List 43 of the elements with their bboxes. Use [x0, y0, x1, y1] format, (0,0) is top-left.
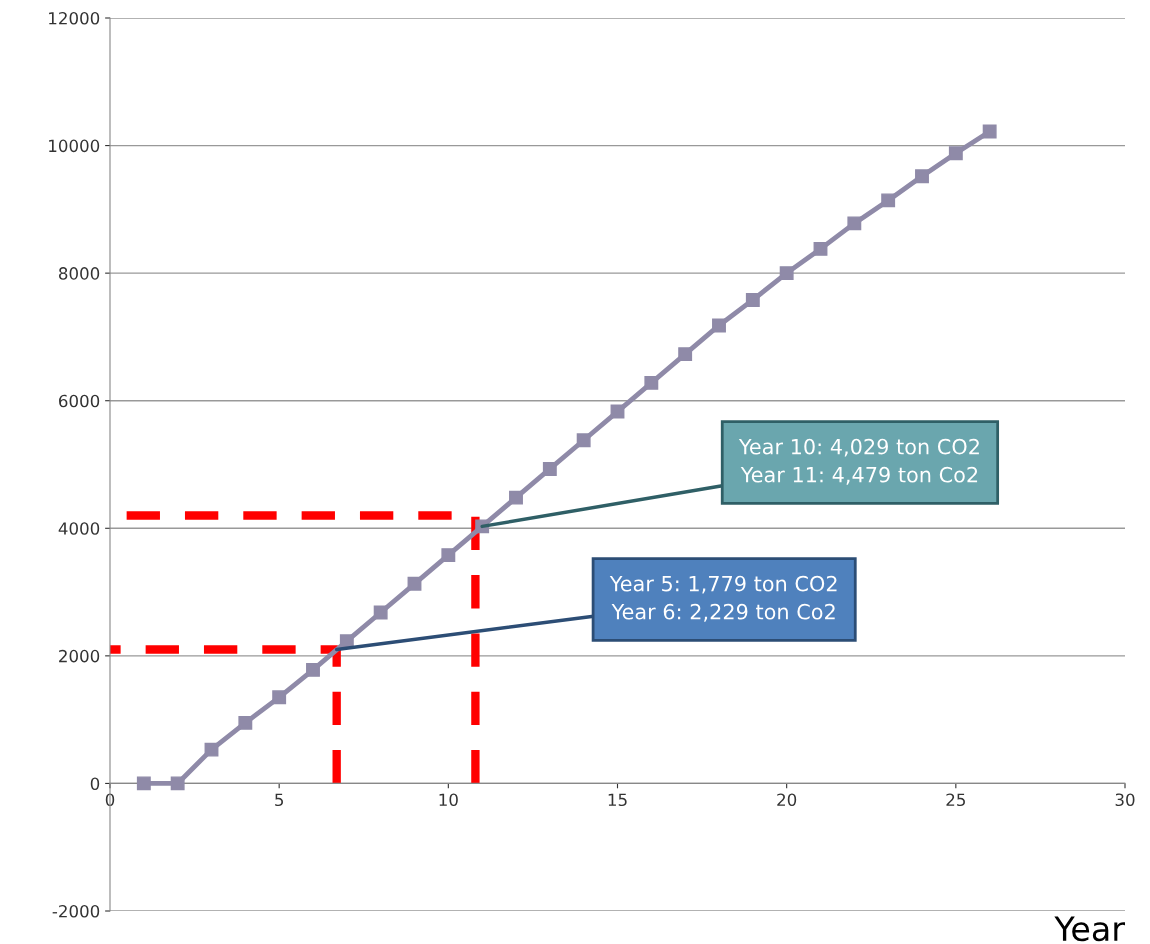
point: [306, 662, 320, 677]
point: [204, 742, 219, 757]
x-tick-label: 15: [608, 793, 627, 807]
point: [948, 146, 963, 161]
y-tick-label: 6000: [59, 394, 100, 408]
point: [745, 292, 760, 307]
point: [982, 124, 997, 139]
point: [847, 216, 862, 231]
point: [576, 433, 591, 448]
point: [339, 634, 354, 649]
x-tick-label: 0: [105, 793, 115, 807]
point: [644, 375, 659, 390]
annotation: Year 5: 1,779 ton CO2 Year 6: 2,229 ton Co2: [609, 575, 837, 622]
point: [373, 605, 388, 620]
point: [813, 241, 828, 256]
point: [915, 169, 929, 184]
point: [170, 776, 185, 791]
point: [407, 576, 422, 591]
point: [272, 690, 287, 705]
point: [542, 462, 557, 476]
point: [779, 266, 794, 281]
point: [712, 318, 726, 333]
y-tick-label: 10000: [49, 139, 100, 153]
point: [881, 193, 896, 208]
y-tick-label: 0: [90, 777, 100, 790]
x-axis-title: Year: [1054, 916, 1125, 942]
x-tick-label: 10: [439, 793, 458, 807]
x-tick-label: 20: [777, 793, 797, 807]
point: [509, 490, 523, 505]
point: [441, 548, 456, 563]
x-tick-label: 5: [275, 793, 284, 807]
x-tick-label: 25: [946, 793, 965, 807]
annotation: Year 10: 4,029 ton CO2 Year 11: 4,479 ton Co2: [738, 438, 979, 485]
y-tick-label: 8000: [58, 267, 100, 280]
x-tick-label: 30: [1115, 793, 1135, 807]
point: [136, 776, 151, 791]
y-tick-label: 4000: [58, 522, 100, 535]
point: [678, 347, 693, 362]
point: [610, 404, 625, 419]
y-tick-label: 2000: [59, 649, 100, 663]
y-tick-label: 12000: [49, 11, 100, 25]
point: [238, 715, 253, 730]
y-tick-label: -2000: [52, 904, 100, 918]
